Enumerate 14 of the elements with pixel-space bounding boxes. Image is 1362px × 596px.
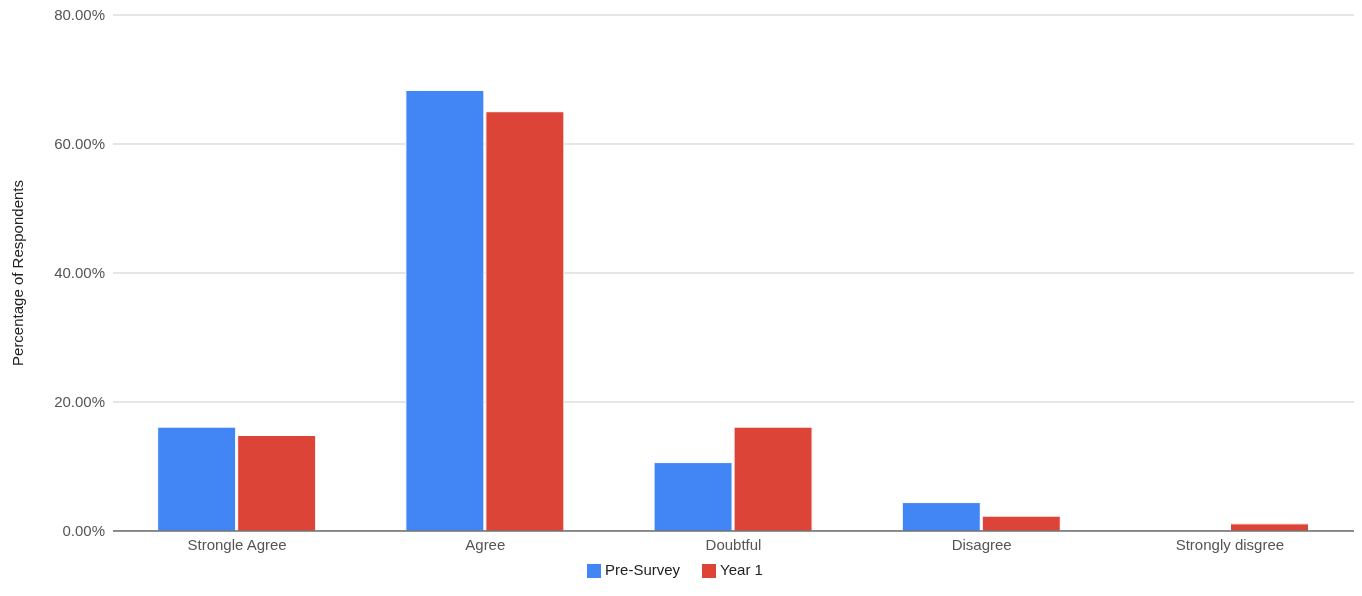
y-axis-title: Percentage of Respondents bbox=[9, 180, 27, 366]
y-tick-label: 20.00% bbox=[54, 393, 105, 411]
legend-label: Year 1 bbox=[720, 560, 763, 578]
x-tick-label: Strongle Agree bbox=[187, 535, 287, 553]
x-tick-label: Disagree bbox=[951, 535, 1012, 553]
x-tick-label: Strongly disgree bbox=[1175, 535, 1285, 553]
y-tick-label: 60.00% bbox=[54, 135, 105, 153]
y-tick-label: 0.00% bbox=[62, 522, 105, 540]
bar bbox=[1229, 523, 1309, 531]
x-tick-label: Agree bbox=[465, 535, 506, 553]
legend-label: Pre-Survey bbox=[605, 560, 681, 578]
y-tick-label: 80.00% bbox=[54, 6, 105, 24]
x-tick-label: Doubtful bbox=[705, 535, 762, 553]
y-tick-label: 40.00% bbox=[54, 264, 105, 282]
